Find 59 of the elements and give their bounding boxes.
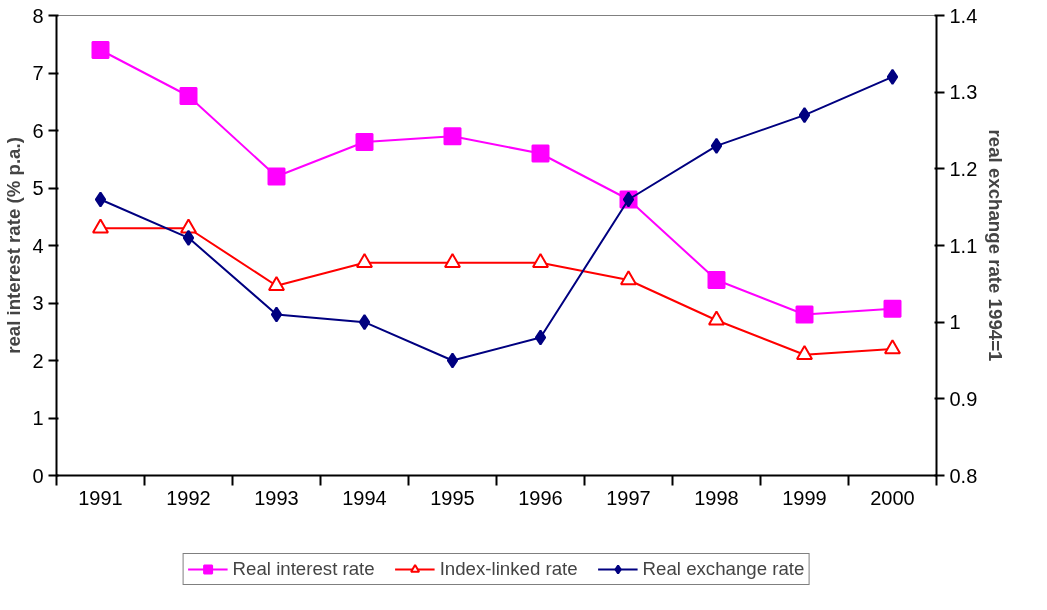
y-tick-label: 7 [32,62,44,84]
point [444,253,461,269]
x-tick-label: 1994 [342,486,387,509]
y2-tick-label: 1 [949,311,961,334]
point [886,68,899,85]
x-tick-label: 1996 [518,486,563,509]
point [358,314,371,331]
legend-label: Real exchange rate [642,557,805,580]
y-tick-label: 4 [32,234,44,257]
point [182,229,195,246]
y2-tick-label: 1.4 [949,4,978,27]
point [446,352,459,369]
point [91,41,110,59]
x-tick-label: 1992 [166,486,211,509]
point [532,253,549,269]
x-tick-label: 1993 [254,486,299,509]
point [179,87,198,105]
legend-label: Real interest rate [232,557,375,580]
point [534,329,547,346]
point [798,107,811,124]
x-tick-label: 1998 [694,486,739,509]
y2-tick-label: 0.8 [949,464,978,487]
y-tick-label: 2 [32,349,44,372]
x-tick-label: 1995 [430,486,475,509]
point [708,310,725,326]
point [180,218,197,234]
point [620,270,637,286]
x-tick-label: 1999 [782,486,827,509]
point [94,191,107,208]
point [795,305,814,324]
x-tick-label: 1991 [78,486,123,509]
y2-tick-label: 1.2 [949,157,978,180]
point [268,276,285,292]
point [270,306,283,323]
point [531,144,550,163]
y-tick-label: 0 [32,464,44,487]
point [796,345,813,361]
point [710,137,723,154]
y-tick-label: 8 [32,4,44,27]
point [883,299,902,318]
x-tick-label: 2000 [870,486,915,509]
point [92,218,109,234]
point [356,253,373,269]
y2-tick-label: 1.3 [949,81,978,104]
y-tick-label: 1 [32,407,44,429]
y-axis-title: real interest rate (% p.a.) [3,137,25,354]
y-tick-label: 3 [32,292,44,314]
legend-label: Index-linked rate [439,557,578,580]
y-tick-label: 6 [32,119,44,142]
point [884,339,901,355]
y2-tick-label: 0.9 [949,387,978,410]
point [707,271,726,289]
point [355,133,374,151]
y2-axis-title: real exchange rate 1994=1 [985,129,1007,362]
point [443,127,462,146]
point [267,167,286,186]
y-tick-label: 5 [32,177,44,199]
y2-tick-label: 1.1 [949,234,978,257]
x-tick-label: 1997 [606,486,651,509]
